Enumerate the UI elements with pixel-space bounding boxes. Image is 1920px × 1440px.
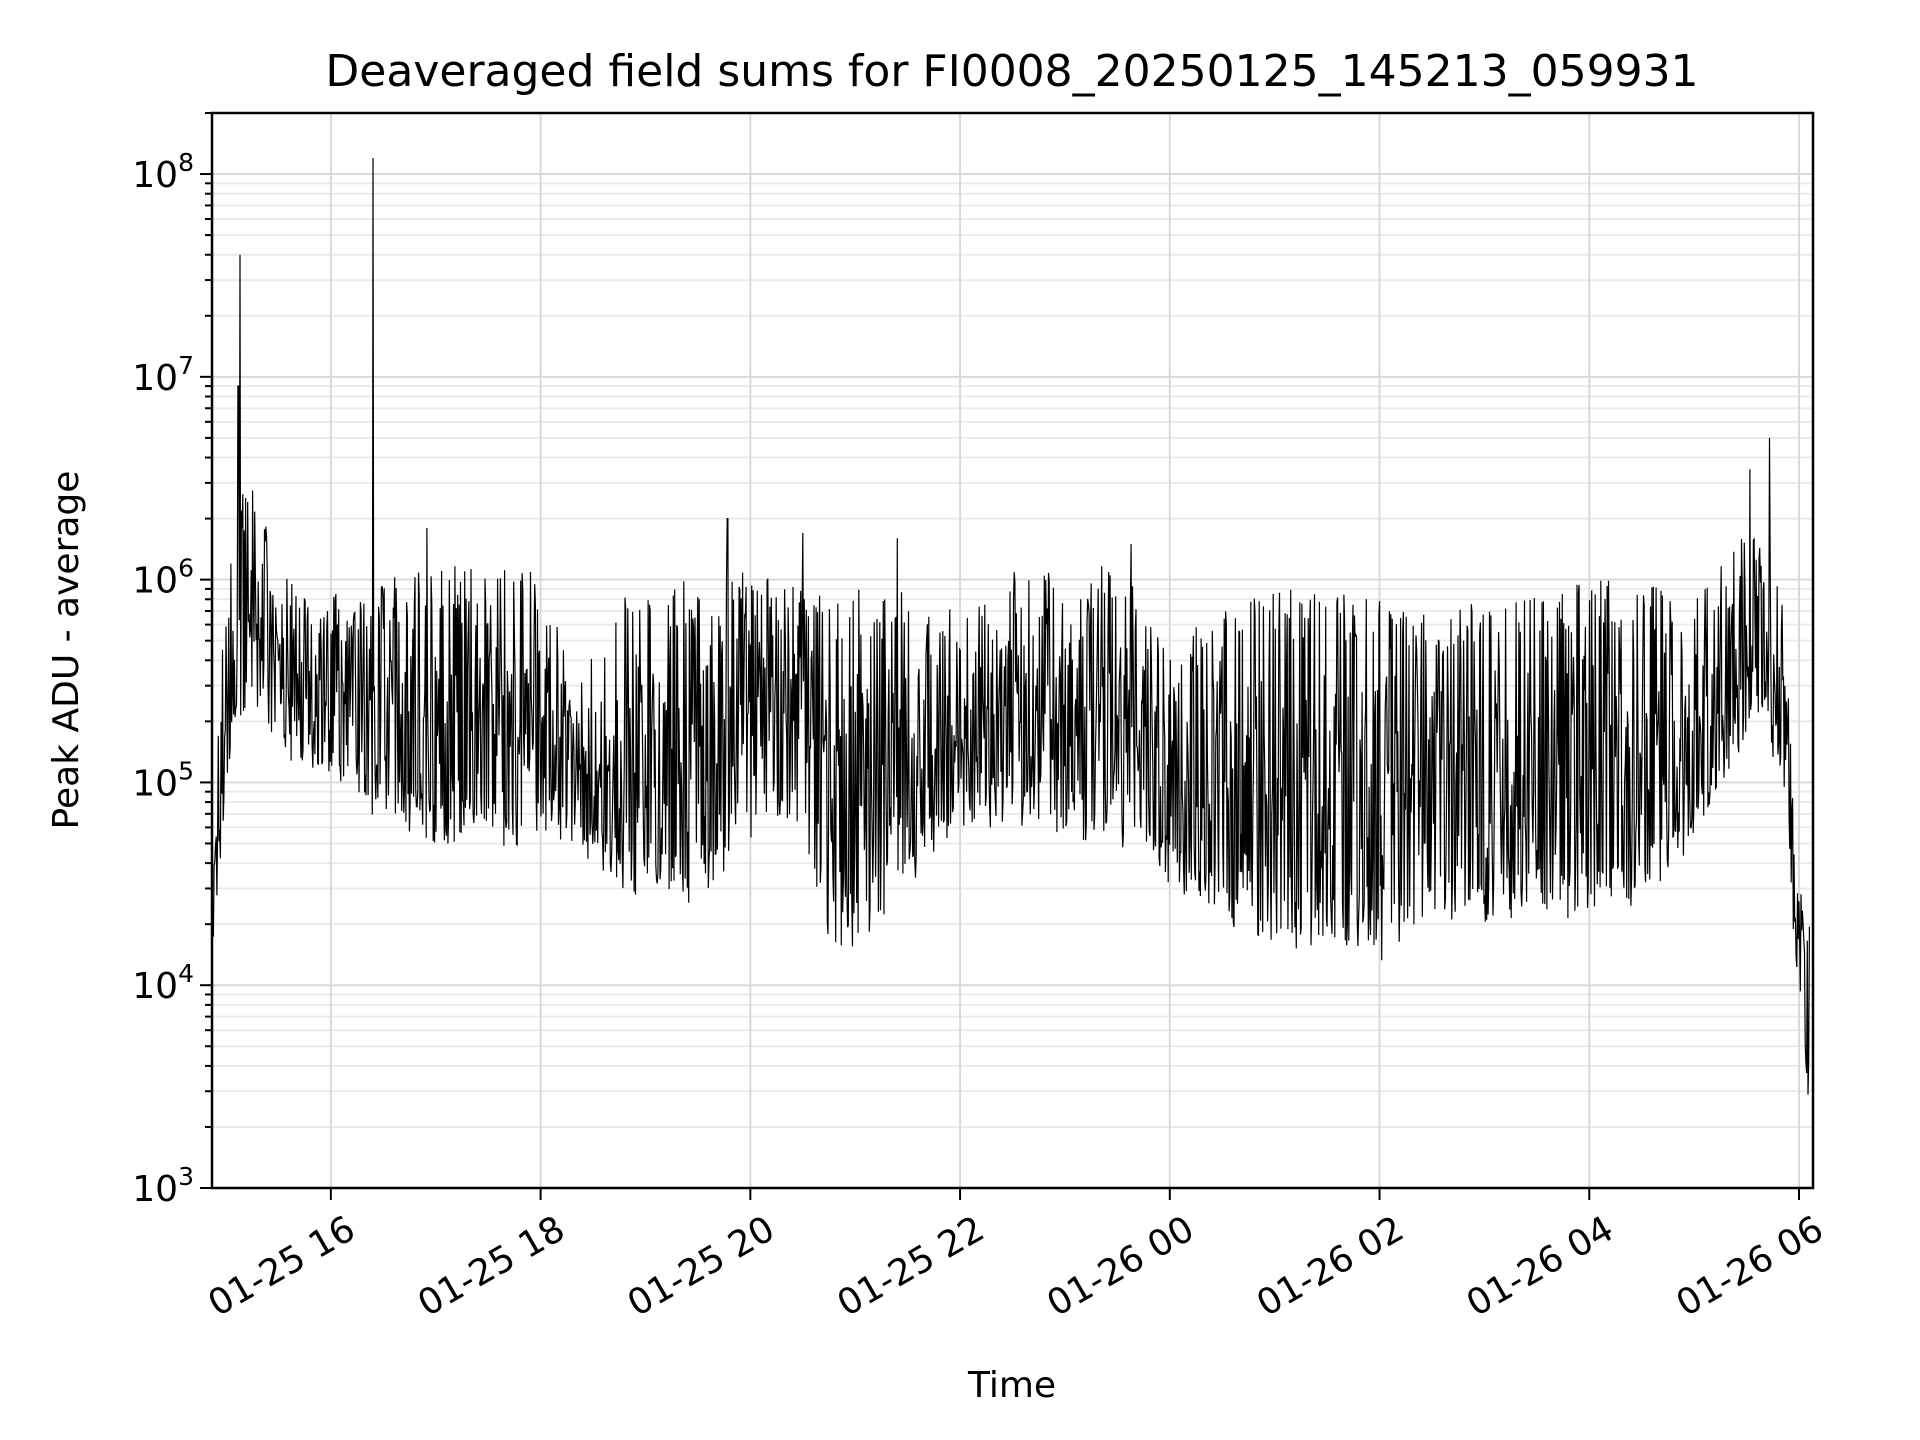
y-tick-label: 105: [132, 756, 194, 804]
x-tick-label: 01-25 16: [201, 1208, 362, 1324]
x-tick-label: 01-25 18: [411, 1208, 572, 1324]
x-tick-label: 01-25 22: [831, 1208, 992, 1324]
series-line: [211, 157, 1810, 1095]
series-layer: [211, 157, 1810, 1095]
x-axis: 01-25 16 01-25 18 01-25 20 01-25 22 01-26 00…: [201, 1188, 1830, 1325]
x-tick-label: 01-26 02: [1250, 1208, 1411, 1324]
y-axis: 103 104 105 106 107 108: [132, 112, 212, 1210]
x-tick-label: 01-26 04: [1460, 1208, 1621, 1324]
grid: [212, 112, 1813, 1189]
y-tick-label: 104: [132, 959, 194, 1007]
y-tick-label: 108: [132, 148, 194, 196]
y-axis-label: Peak ADU - average: [46, 471, 87, 830]
y-tick-label: 106: [132, 554, 194, 602]
x-tick-label: 01-25 20: [621, 1208, 782, 1324]
x-axis-label: Time: [967, 1365, 1056, 1406]
y-tick-label: 107: [132, 351, 194, 399]
x-tick-label: 01-26 06: [1670, 1208, 1831, 1324]
x-tick-label: 01-26 00: [1040, 1208, 1201, 1324]
y-tick-label: 103: [132, 1162, 194, 1210]
plot-frame: [210, 111, 1815, 1190]
chart-title: Deaveraged field sums for FI0008_2025012…: [325, 46, 1698, 97]
